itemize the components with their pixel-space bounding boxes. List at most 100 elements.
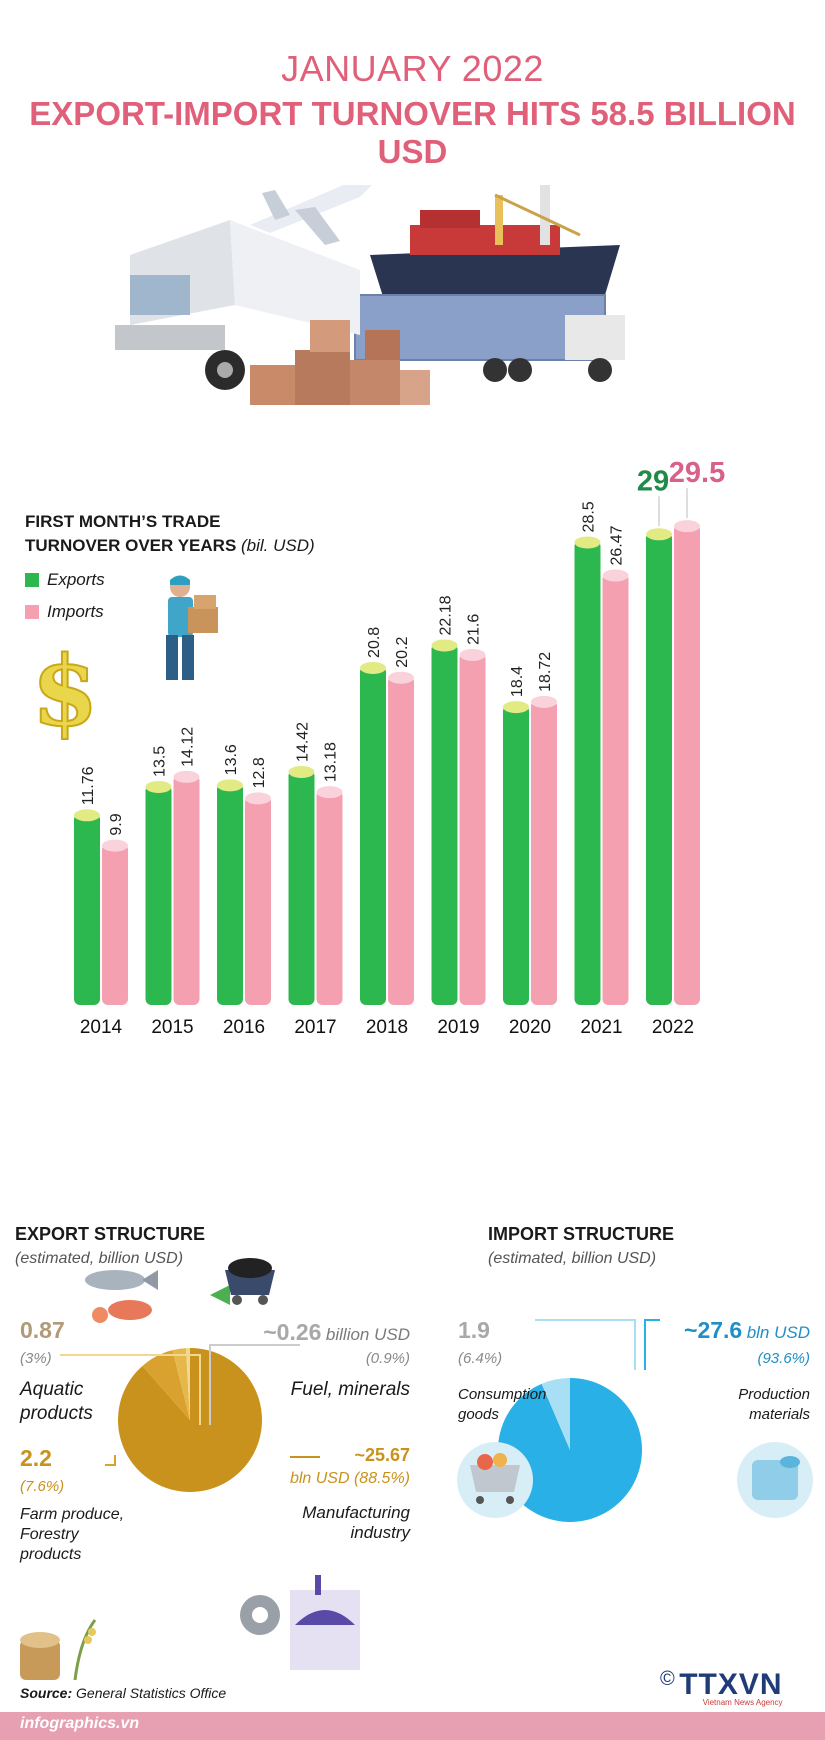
container-truck-icon	[354, 294, 625, 382]
aquatic-label: Aquatic products	[20, 1378, 93, 1426]
export-bar-2016	[217, 783, 243, 1005]
year-tick-2014: 2014	[80, 1017, 123, 1038]
import-bar-cap-2020	[531, 695, 557, 708]
source-label: Source:	[20, 1685, 73, 1701]
aquatic-label-line2: products	[20, 1403, 93, 1424]
manufacturing-label: Manufacturing industry	[230, 1503, 410, 1543]
import-bar-2019	[459, 652, 486, 1005]
manufacturing-share: bln USD (88.5%)	[289, 1470, 410, 1487]
import-value-label-2017: 13.18	[323, 742, 340, 782]
production-label-line1: Production	[738, 1386, 810, 1403]
import-bar-2021	[602, 573, 629, 1005]
export-bar-cap-2022	[646, 528, 672, 541]
farm-value: 2.2	[20, 1445, 52, 1471]
import-bar-2017	[316, 790, 343, 1005]
import-bar-2014	[102, 843, 128, 1005]
export-pie-slice-2	[172, 1348, 190, 1420]
export-value-label-2018: 20.8	[366, 627, 383, 658]
source-text: General Statistics Office	[76, 1685, 227, 1701]
export-value-label-2017: 14.42	[295, 722, 312, 762]
fuel-share: (0.9%)	[365, 1350, 410, 1367]
import-structure-subtitle: (estimated, billion USD)	[488, 1250, 657, 1267]
export-pie-chart	[20, 1258, 360, 1681]
fuel-label: Fuel, minerals	[290, 1379, 410, 1400]
legend-label-imports: Imports	[47, 602, 104, 621]
coal-cart-icon	[225, 1258, 275, 1305]
import-bar-2022	[674, 524, 700, 1005]
fuel-unit: billion USD	[325, 1325, 410, 1344]
export-value-label-2019: 22.18	[438, 595, 455, 635]
legend-imports: Imports	[25, 602, 104, 622]
export-pie-slice-1	[142, 1350, 190, 1420]
leader-production	[644, 1319, 660, 1370]
production-value: ~27.6	[684, 1317, 743, 1343]
import-bar-cap-2016	[245, 792, 271, 805]
import-value-label-2022: 29.5	[669, 457, 725, 489]
leader-consumption	[535, 1319, 636, 1370]
import-bar-cap-2019	[459, 648, 486, 661]
export-bar-cap-2019	[431, 639, 458, 652]
chart-heading-line2: TURNOVER OVER YEARS	[25, 536, 237, 555]
legend-label-exports: Exports	[47, 570, 105, 589]
production-value-row: ~27.6 bln USD	[600, 1317, 810, 1344]
export-bar-cap-2014	[74, 809, 100, 822]
year-tick-2022: 2022	[652, 1017, 694, 1038]
consumption-share: (6.4%)	[458, 1350, 503, 1367]
logo-subtext: Vietnam News Agency	[702, 1698, 783, 1707]
year-tick-2019: 2019	[437, 1017, 479, 1038]
year-tick-2021: 2021	[580, 1017, 622, 1038]
import-bar-2015	[173, 774, 200, 1005]
svg-text:$: $	[32, 640, 99, 740]
page-title-line2: EXPORT-IMPORT TURNOVER HITS 58.5 BILLION…	[29, 95, 796, 170]
chart-heading-line1: FIRST MONTH’S TRADE	[25, 512, 221, 531]
export-value-label-2016: 13.6	[223, 744, 240, 775]
export-value-label-2022: 29	[637, 465, 669, 497]
production-label: Production materials	[610, 1385, 810, 1425]
farm-label-line3: products	[20, 1546, 82, 1563]
source-note: Source: General Statistics Office	[20, 1685, 226, 1701]
consumption-label-line2: goods	[458, 1406, 499, 1423]
export-pie	[118, 1348, 262, 1492]
import-structure-title: IMPORT STRUCTURE	[488, 1224, 674, 1244]
export-bar-cap-2015	[145, 780, 172, 793]
import-bar-cap-2018	[388, 671, 414, 684]
farm-share: (7.6%)	[20, 1478, 65, 1495]
fuel-value-row: ~0.26 billion USD	[250, 1319, 410, 1346]
consumption-value: 1.9	[458, 1317, 490, 1343]
export-bar-2020	[503, 705, 529, 1005]
manufacturing-value: ~25.67	[354, 1445, 410, 1465]
site-link[interactable]: infographics.vn	[20, 1715, 140, 1732]
export-bar-cap-2017	[288, 765, 315, 778]
fabric-roll-icon	[737, 1442, 813, 1518]
truck-icon	[115, 220, 360, 390]
manufacturing-label-line1: Manufacturing	[302, 1503, 410, 1522]
boxes-icon	[250, 320, 430, 405]
export-bar-cap-2018	[360, 661, 386, 674]
import-value-label-2021: 26.47	[609, 525, 626, 565]
import-pie-slice-1	[541, 1378, 570, 1450]
leader-fuel	[209, 1344, 300, 1425]
import-value-label-2020: 18.72	[537, 652, 554, 692]
export-pie-slice-3	[185, 1348, 190, 1420]
production-label-line2: materials	[749, 1406, 810, 1423]
export-bar-2021	[574, 540, 601, 1005]
fish-seafood-icon	[85, 1270, 230, 1323]
legend-exports: Exports	[25, 570, 105, 590]
shopping-cart-icon	[457, 1442, 533, 1518]
leader-aquatic	[60, 1354, 201, 1425]
year-tick-2020: 2020	[509, 1017, 551, 1038]
export-value-label-2014: 11.76	[80, 766, 97, 805]
year-tick-2018: 2018	[366, 1017, 408, 1038]
aquatic-share: (3%)	[20, 1350, 52, 1367]
export-bar-cap-2021	[574, 536, 601, 549]
legend-swatch-imports	[25, 605, 39, 619]
export-structure-subtitle: (estimated, billion USD)	[15, 1250, 184, 1267]
fuel-value: ~0.26	[263, 1319, 322, 1345]
copyright-symbol: ©	[660, 1668, 675, 1690]
aquatic-value: 0.87	[20, 1317, 65, 1343]
year-tick-2016: 2016	[223, 1017, 265, 1038]
import-value-label-2018: 20.2	[394, 636, 411, 667]
production-unit: bln USD	[746, 1323, 810, 1342]
export-bar-2014	[74, 813, 100, 1005]
export-bar-2019	[431, 643, 458, 1005]
